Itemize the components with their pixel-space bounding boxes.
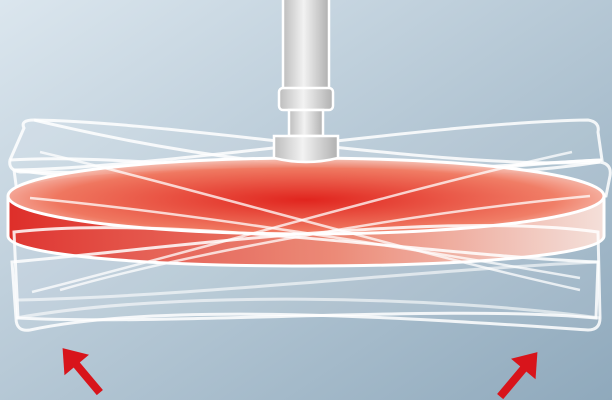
arrow-up-right-icon — [497, 352, 538, 400]
shaft-rod — [281, 0, 331, 92]
motion-lines — [29, 150, 591, 294]
disc-bottom-edge — [6, 235, 606, 268]
disc-top-face — [6, 156, 606, 236]
shaft-hub — [272, 134, 340, 164]
main-disc — [6, 156, 606, 268]
arrow-up-right-icon — [62, 348, 103, 396]
shaft — [272, 0, 340, 164]
shaft-collar — [277, 86, 335, 112]
ghost-disc-lower-mirror — [12, 226, 600, 322]
shaft-neck — [287, 108, 325, 138]
